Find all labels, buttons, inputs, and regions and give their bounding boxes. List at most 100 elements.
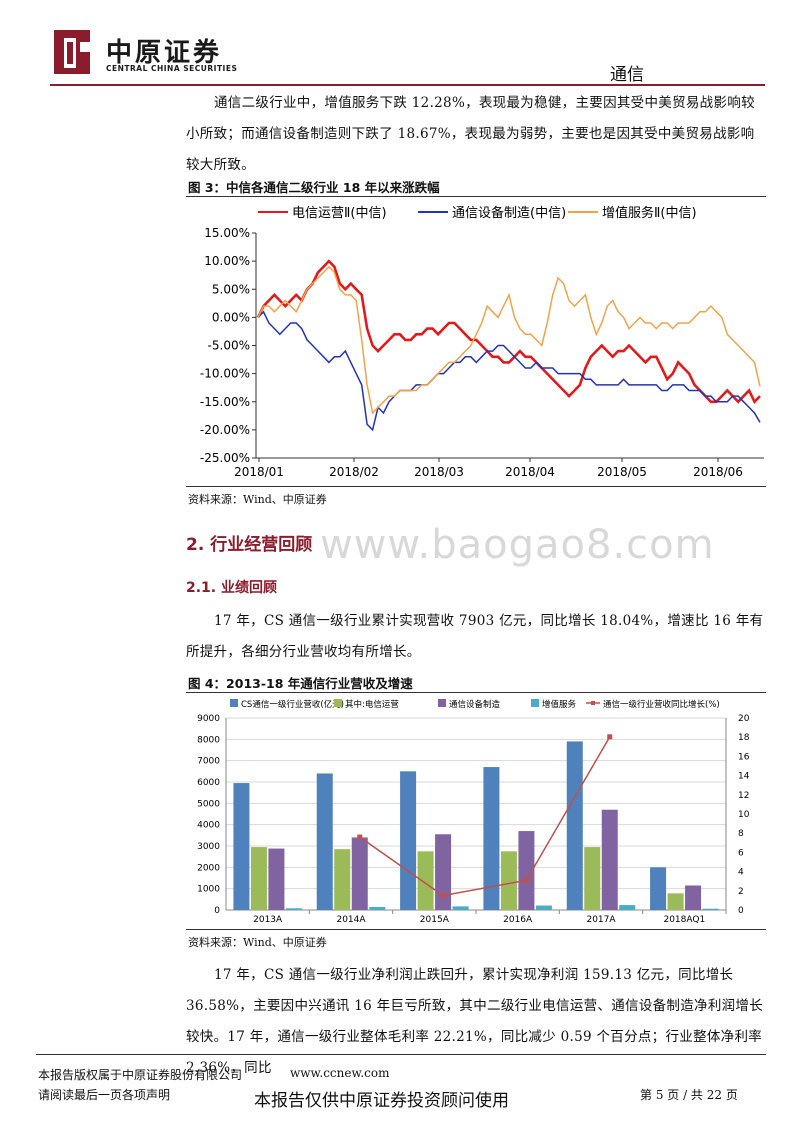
x-tick-label: 2017A	[586, 915, 616, 925]
logo-cn: 中原证券	[106, 38, 223, 68]
bar	[351, 837, 368, 910]
watermark: www.baogao8.com	[320, 522, 715, 568]
x-tick-label: 2015A	[420, 915, 450, 925]
bar-chart: 9000800070006000500040003000200010000201…	[197, 699, 750, 925]
series-line	[257, 265, 761, 415]
legend-label: CS通信一级行业营收(亿元)	[241, 699, 344, 710]
y-tick-label: -10.00%	[200, 367, 250, 381]
y-tick-label: 5000	[197, 799, 220, 809]
intro-paragraph: 通信二级行业中，增值服务下跌 12.28%，表现最为稳健，主要因其受中美贸易战影…	[186, 95, 755, 173]
bar	[685, 885, 702, 910]
logo-mark-icon	[54, 30, 90, 74]
bar	[584, 847, 601, 910]
bar	[667, 893, 684, 910]
bar	[435, 834, 452, 910]
series-line	[256, 259, 761, 405]
figure3-title: 图 3：中信各通信二级行业 18 年以来涨跌幅	[188, 180, 440, 195]
y-tick-label: 0.00%	[212, 310, 250, 324]
section-heading: 2. 行业经营回顾	[186, 535, 313, 555]
legend-swatch	[438, 699, 446, 707]
legend-label: 电信运营Ⅱ(中信)	[292, 206, 387, 221]
bar	[400, 771, 417, 910]
x-tick-label: 2018/05	[597, 465, 647, 479]
y-tick-label: -5.00%	[208, 339, 250, 353]
figure4-rule-bottom	[186, 929, 766, 930]
bar	[702, 908, 719, 910]
figure4-source: 资料来源：Wind、中原证券	[188, 936, 327, 949]
paragraph-profit: 17 年，CS 通信一级行业净利润止跌回升，累计实现净利润 159.13 亿元，…	[186, 967, 764, 1076]
figure3-source: 资料来源：Wind、中原证券	[188, 493, 327, 506]
x-tick-label: 2014A	[336, 915, 366, 925]
y-tick-label: 2000	[197, 863, 220, 873]
bar	[417, 851, 434, 910]
y-tick-label: -15.00%	[200, 395, 250, 409]
y2-tick-label: 2	[738, 887, 744, 897]
y2-tick-label: 4	[738, 868, 744, 878]
legend-label: 通信设备制造	[449, 699, 501, 710]
legend-marker	[591, 701, 595, 705]
y2-tick-label: 6	[738, 848, 744, 858]
y-tick-label: 5.00%	[212, 282, 250, 296]
bar	[268, 848, 285, 910]
x-tick-label: 2018/02	[329, 465, 379, 479]
legend-label: 增值服务	[542, 699, 577, 710]
y-tick-label: 0	[214, 906, 220, 916]
growth-point	[523, 877, 529, 883]
bar	[650, 867, 667, 910]
x-tick-label: 2013A	[253, 915, 283, 925]
legend-swatch	[230, 699, 238, 707]
legend-label: 其中:电信运营	[345, 699, 399, 710]
y2-tick-label: 20	[738, 714, 750, 724]
bar	[285, 908, 302, 910]
x-tick-label: 2018/03	[414, 465, 464, 479]
paragraph-revenue: 17 年，CS 通信一级行业累计实现营收 7903 亿元，同比增长 18.04%…	[186, 613, 764, 660]
bar	[601, 809, 618, 910]
logo-en: CENTRAL CHINA SECURITIES	[106, 64, 238, 73]
x-tick-label: 2016A	[503, 915, 533, 925]
footer-website[interactable]: www.ccnew.com	[290, 1066, 390, 1080]
series-line	[257, 310, 761, 432]
legend-swatch	[334, 699, 342, 707]
y2-tick-label: 16	[738, 752, 750, 762]
y-tick-label: 15.00%	[204, 226, 250, 240]
y-tick-label: 8000	[197, 735, 220, 745]
x-tick-label: 2018AQ1	[663, 915, 705, 925]
y2-tick-label: 0	[738, 906, 744, 916]
y-tick-label: -20.00%	[200, 423, 250, 437]
y-tick-label: -25.00%	[200, 451, 250, 465]
y-tick-label: 3000	[197, 842, 220, 852]
growth-point	[357, 834, 363, 840]
y-tick-label: 4000	[197, 821, 220, 831]
x-tick-label: 2018/06	[693, 465, 743, 479]
y2-tick-label: 8	[738, 829, 744, 839]
y2-tick-label: 14	[738, 772, 750, 782]
legend-label: 通信设备制造(中信)	[452, 205, 566, 221]
growth-line	[359, 736, 611, 897]
section-label: 通信	[610, 65, 644, 85]
footer-disclaimer: 请阅读最后一页各项声明	[38, 1088, 171, 1102]
y2-tick-label: 18	[738, 733, 750, 743]
legend-swatch	[531, 699, 539, 707]
bar	[233, 783, 250, 910]
bar	[369, 907, 386, 910]
y-tick-label: 1000	[197, 885, 220, 895]
bar	[518, 831, 535, 910]
figure3-rule-top	[186, 196, 766, 197]
bar	[316, 773, 333, 910]
legend-label: 增值服务Ⅱ(中信)	[602, 205, 697, 221]
bar	[500, 851, 517, 910]
line-chart: 15.00% 10.00% 5.00% 0.00% -5.00% -10.00% -15.0…	[200, 205, 764, 479]
footer-rule	[36, 1054, 766, 1055]
header-rule	[50, 84, 765, 86]
growth-point	[440, 893, 446, 899]
x-tick-label: 2018/04	[505, 465, 555, 479]
bar	[483, 767, 500, 910]
sub-heading: 2.1. 业绩回顾	[186, 580, 277, 596]
y-tick-label: 9000	[197, 714, 220, 724]
figure4-rule-top	[186, 692, 766, 693]
bar	[334, 849, 351, 910]
y-tick-label: 7000	[197, 757, 220, 767]
bar	[566, 741, 583, 910]
bar	[619, 905, 636, 910]
bar	[535, 905, 552, 910]
